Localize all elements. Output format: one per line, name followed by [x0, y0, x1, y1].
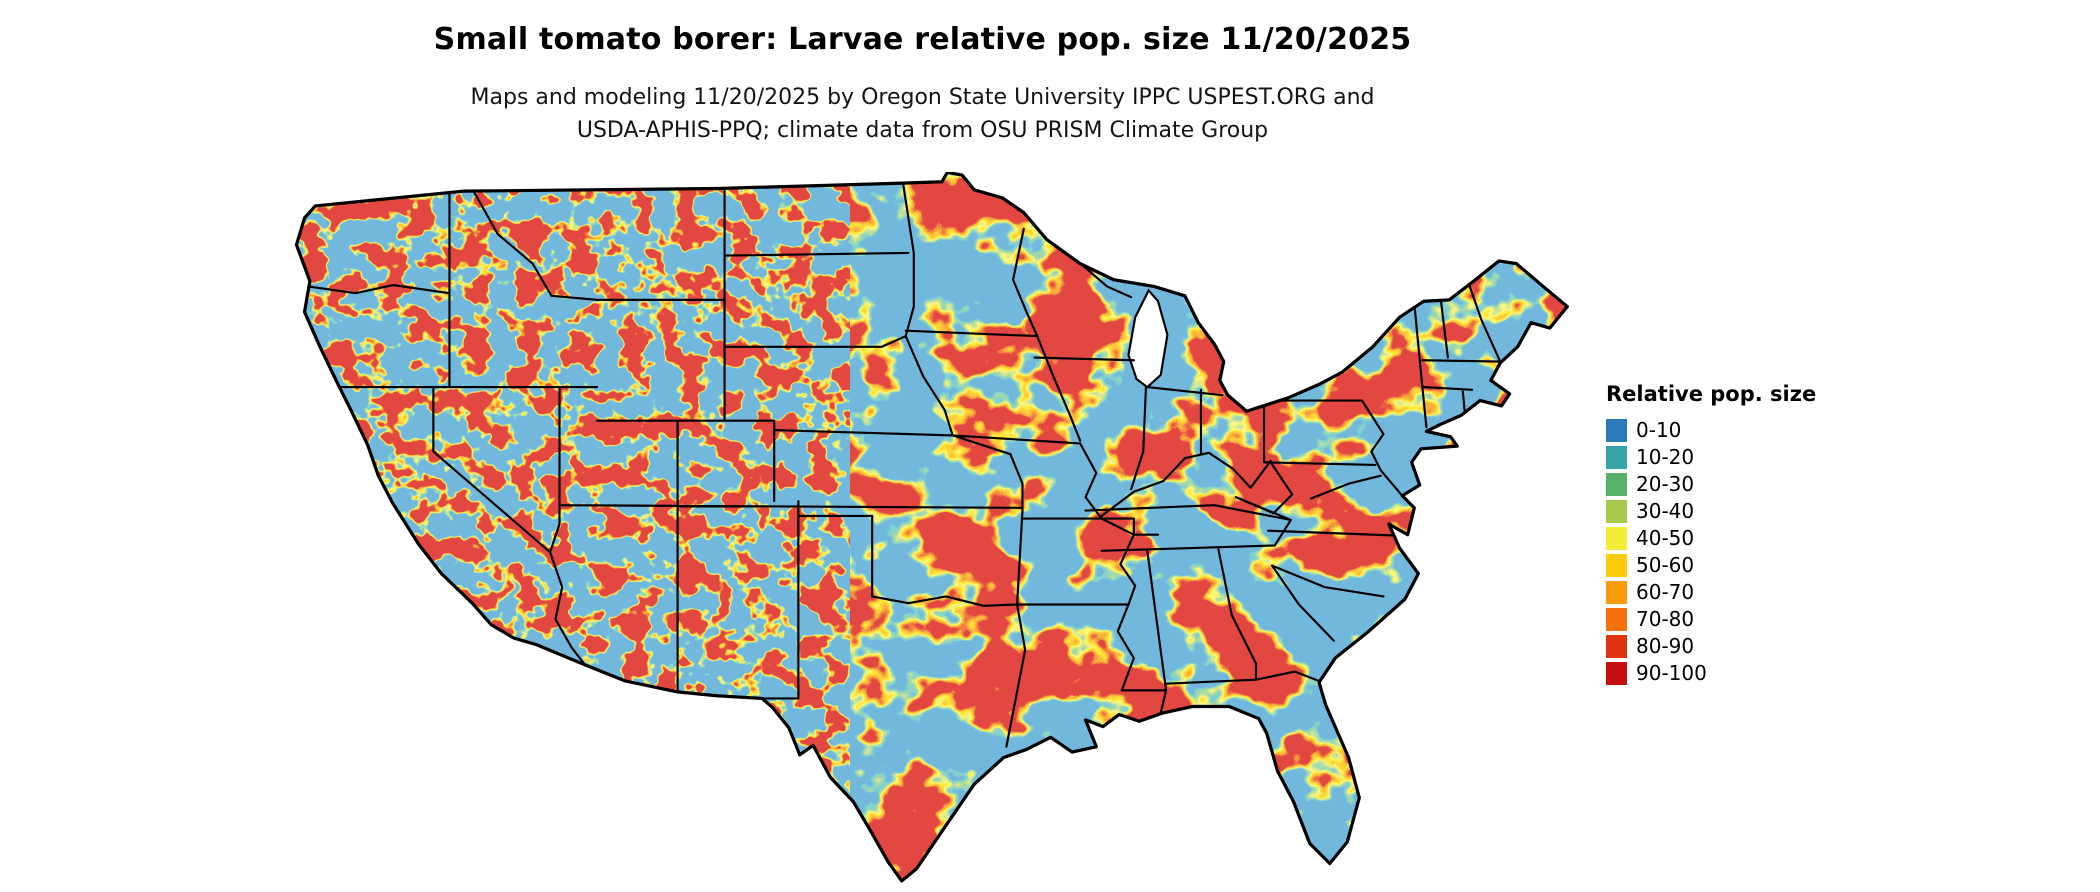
legend-item-label: 20-30	[1636, 472, 1695, 496]
legend-item: 70-80	[1606, 607, 1816, 631]
legend-item-label: 70-80	[1636, 607, 1695, 631]
legend-color-swatch	[1606, 472, 1627, 496]
legend-title: Relative pop. size	[1606, 382, 1817, 406]
legend-item-label: 0-10	[1636, 418, 1682, 442]
legend-item: 10-20	[1606, 445, 1816, 469]
raster-layer	[296, 172, 1568, 881]
legend-color-swatch	[1606, 661, 1627, 685]
attribution-line-1: Maps and modeling 11/20/2025 by Oregon S…	[470, 85, 1375, 110]
legend-item: 40-50	[1606, 526, 1816, 550]
legend-color-swatch	[1606, 499, 1627, 523]
legend-item: 90-100	[1606, 661, 1816, 685]
legend-item: 20-30	[1606, 472, 1816, 496]
state-borders	[298, 182, 1502, 748]
us-population-map	[275, 172, 1570, 884]
map-header: Small tomato borer: Larvae relative pop.…	[0, 22, 1845, 147]
legend-item-label: 30-40	[1636, 499, 1695, 523]
map-svg	[294, 172, 1569, 883]
us-outline	[294, 172, 1569, 883]
legend-item: 60-70	[1606, 580, 1816, 604]
page-title: Small tomato borer: Larvae relative pop.…	[433, 22, 1412, 57]
legend-color-swatch	[1606, 634, 1627, 658]
attribution-line-2: USDA-APHIS-PPQ; climate data from OSU PR…	[576, 118, 1269, 143]
legend-color-swatch	[1606, 553, 1627, 577]
legend-color-swatch	[1606, 418, 1627, 442]
legend-item-label: 10-20	[1636, 445, 1695, 469]
legend-item-label: 80-90	[1636, 634, 1695, 658]
legend-color-swatch	[1606, 580, 1627, 604]
legend-color-swatch	[1606, 526, 1627, 550]
legend-item-label: 60-70	[1636, 580, 1695, 604]
legend-item-label: 90-100	[1636, 661, 1707, 685]
legend-color-swatch	[1606, 607, 1627, 631]
legend-item-label: 50-60	[1636, 553, 1695, 577]
legend-item: 50-60	[1606, 553, 1816, 577]
legend-items: 0-10 10-20 20-30 30-40 40-50 50-60 60-70 70-80 8…	[1606, 418, 1816, 685]
map-attribution: Maps and modeling 11/20/2025 by Oregon S…	[0, 81, 1845, 147]
legend-item-label: 40-50	[1636, 526, 1695, 550]
raster-west	[296, 172, 839, 881]
legend-item: 80-90	[1606, 634, 1816, 658]
legend-item: 0-10	[1606, 418, 1816, 442]
legend-color-swatch	[1606, 445, 1627, 469]
legend-item: 30-40	[1606, 499, 1816, 523]
map-legend: Relative pop. size 0-10 10-20 20-30 30-40 40…	[1606, 382, 1816, 688]
